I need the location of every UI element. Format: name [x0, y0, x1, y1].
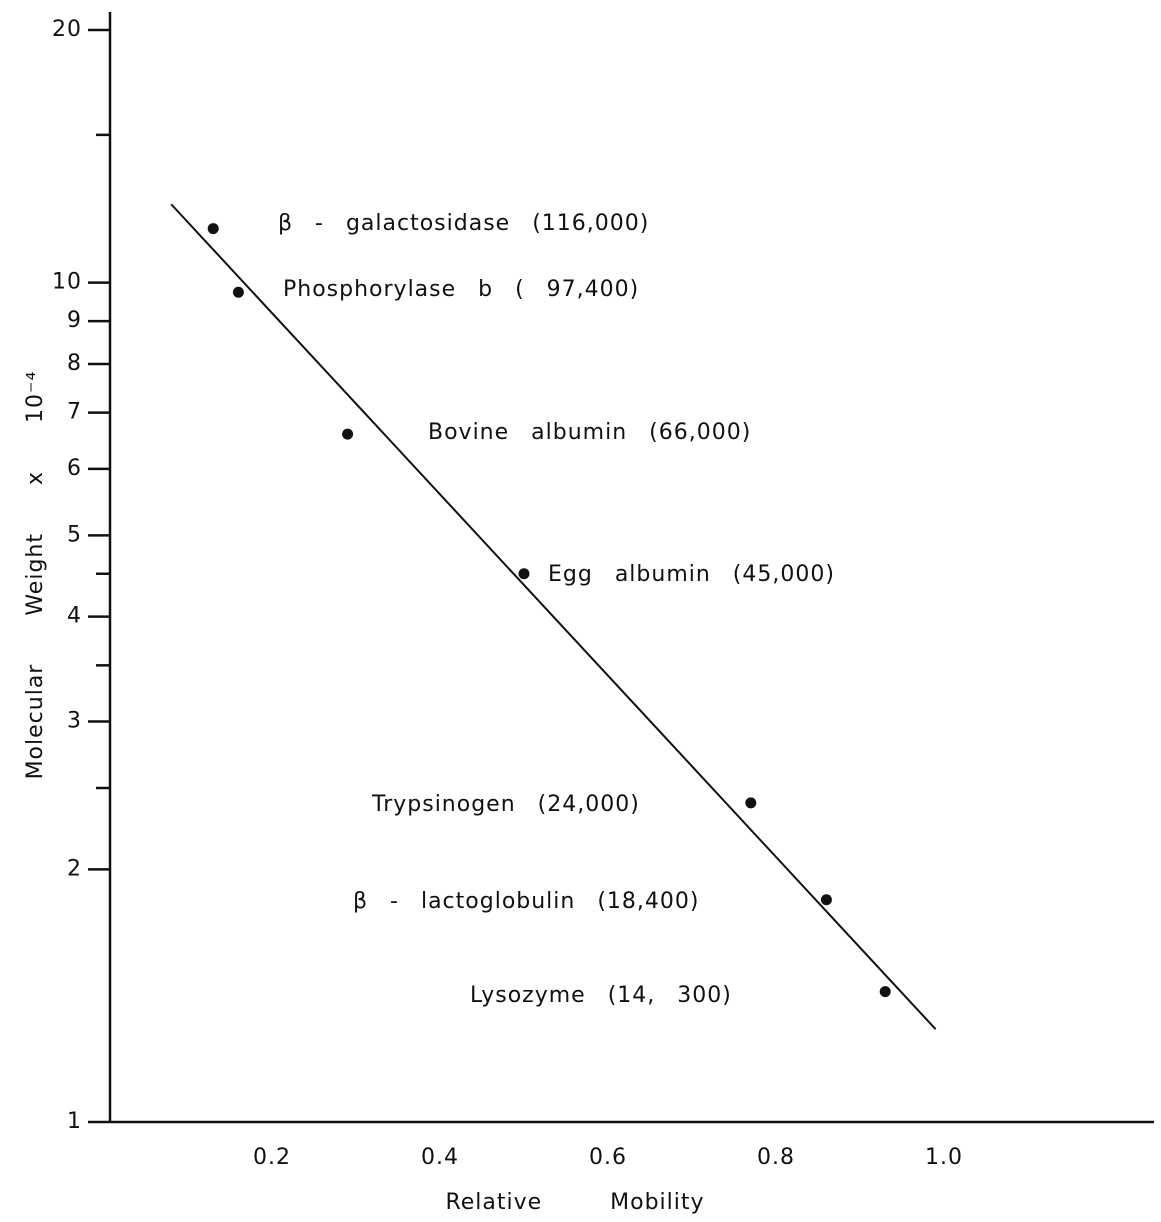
y-tick-label: 20	[52, 17, 82, 42]
data-point	[745, 797, 757, 809]
y-tick-label: 5	[67, 522, 82, 547]
point-annotation: Phosphorylase b ( 97,400)	[283, 277, 639, 302]
point-annotation: β - galactosidase (116,000)	[278, 211, 649, 236]
y-tick-label: 8	[67, 351, 82, 376]
y-tick-label: 3	[67, 709, 82, 734]
point-annotation: Bovine albumin (66,000)	[428, 420, 751, 445]
y-tick-label: 2	[67, 856, 82, 881]
x-tick-label: 0.2	[253, 1145, 291, 1170]
y-axis-label: Molecular Weight x 10⁻⁴	[23, 371, 48, 780]
x-tick-label: 0.6	[589, 1145, 627, 1170]
y-tick-label: 1	[67, 1109, 82, 1134]
y-tick-label: 9	[67, 308, 82, 333]
point-annotation: Egg albumin (45,000)	[548, 562, 835, 587]
data-point	[879, 986, 891, 998]
point-annotation: Trypsinogen (24,000)	[371, 792, 640, 817]
x-tick-label: 0.8	[757, 1145, 795, 1170]
data-point	[342, 428, 354, 440]
data-point	[207, 223, 219, 235]
data-point	[820, 894, 832, 906]
data-point	[232, 286, 244, 298]
data-point	[518, 568, 530, 580]
point-annotation: β - lactoglobulin (18,400)	[353, 889, 700, 914]
y-tick-label: 7	[67, 400, 82, 425]
y-tick-label: 4	[67, 604, 82, 629]
y-tick-label: 6	[67, 456, 82, 481]
fit-line	[170, 203, 937, 1030]
x-axis-label: Relative Mobility	[445, 1190, 704, 1215]
point-annotation: Lysozyme (14, 300)	[470, 983, 732, 1008]
y-tick-label: 10	[52, 270, 82, 295]
x-tick-label: 1.0	[925, 1145, 963, 1170]
x-tick-label: 0.4	[421, 1145, 459, 1170]
